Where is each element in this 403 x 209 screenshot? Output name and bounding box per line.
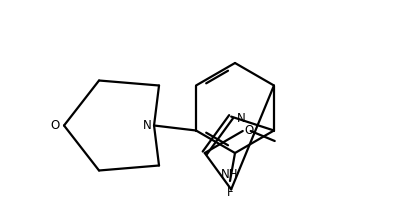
Text: NH: NH bbox=[220, 168, 238, 181]
Text: F: F bbox=[226, 186, 233, 199]
Text: O: O bbox=[245, 124, 254, 136]
Text: N: N bbox=[237, 112, 246, 125]
Text: O: O bbox=[51, 119, 60, 132]
Text: N: N bbox=[143, 119, 152, 132]
